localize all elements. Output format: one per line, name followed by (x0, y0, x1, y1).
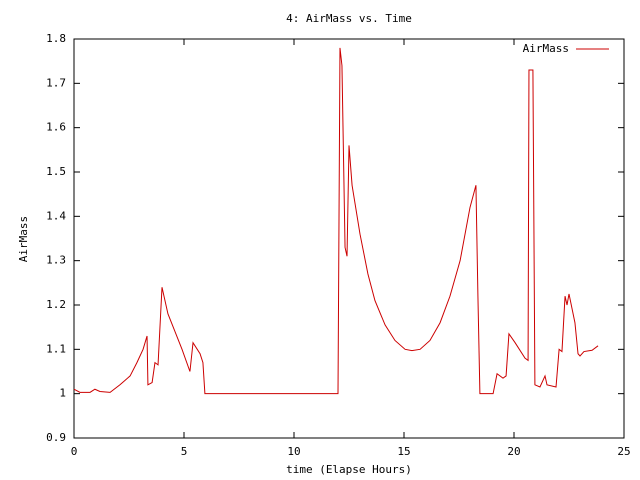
x-tick-label: 20 (507, 445, 520, 458)
y-tick-label: 1.3 (46, 254, 66, 267)
x-tick-label: 15 (397, 445, 410, 458)
y-tick-label: 1 (59, 387, 66, 400)
y-tick-label: 0.9 (46, 431, 66, 444)
y-tick-label: 1.5 (46, 165, 66, 178)
y-axis-label: AirMass (17, 216, 30, 262)
x-tick-label: 25 (617, 445, 630, 458)
y-tick-label: 1.4 (46, 209, 66, 222)
chart-title: 4: AirMass vs. Time (286, 12, 412, 25)
x-tick-label: 0 (71, 445, 78, 458)
x-tick-label: 5 (181, 445, 188, 458)
x-tick-label: 10 (287, 445, 300, 458)
y-tick-label: 1.2 (46, 298, 66, 311)
y-tick-label: 1.8 (46, 32, 66, 45)
y-tick-label: 1.1 (46, 342, 66, 355)
x-axis-label: time (Elapse Hours) (286, 463, 412, 476)
plot-frame (73, 38, 625, 439)
y-tick-label: 1.6 (46, 121, 66, 134)
legend-label: AirMass (523, 42, 569, 55)
y-tick-label: 1.7 (46, 76, 66, 89)
data-line (73, 47, 599, 395)
